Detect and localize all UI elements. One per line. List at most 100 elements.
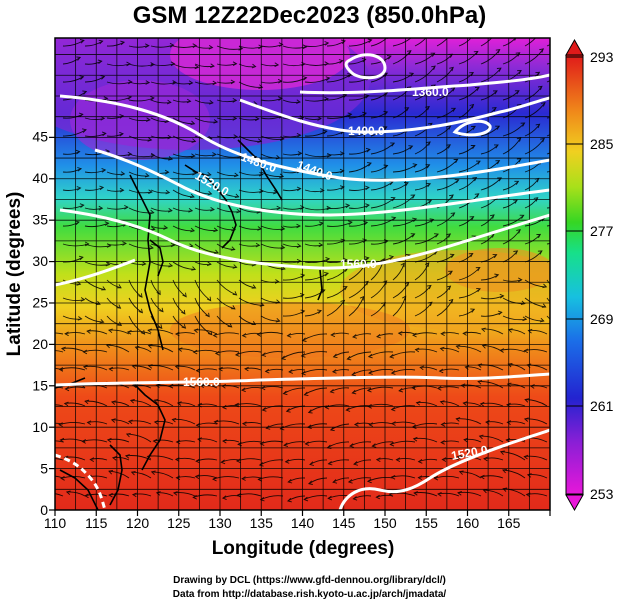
streamline-arrow (412, 217, 418, 223)
streamline (55, 367, 64, 371)
streamline (370, 55, 392, 65)
streamline-arrow (327, 460, 333, 466)
streamline-arrow (352, 496, 358, 501)
streamline-arrow (481, 344, 487, 349)
streamline-arrow (117, 321, 123, 326)
streamline (304, 258, 330, 264)
streamline-arrow (412, 332, 417, 338)
y-tick-label: 15 (32, 378, 48, 394)
streamline (195, 458, 218, 462)
streamline-arrow (278, 42, 284, 47)
streamline-arrow (469, 71, 474, 77)
contour-label: 1560.0 (340, 257, 377, 271)
streamline-arrow (349, 443, 354, 448)
streamline-arrow (456, 454, 462, 460)
streamline-arrow (264, 368, 270, 374)
streamline (502, 229, 521, 245)
streamline (392, 73, 414, 83)
streamline-arrow (130, 470, 136, 476)
streamline (172, 261, 196, 270)
streamline-arrow (436, 386, 442, 391)
streamline-arrow (230, 305, 236, 310)
streamline (194, 297, 210, 318)
streamline-arrow (450, 87, 456, 92)
streamline-arrow (329, 388, 335, 394)
streamline-arrow (499, 450, 505, 456)
streamline (546, 315, 550, 320)
streamline-arrow (463, 437, 469, 443)
streamline-arrow (209, 100, 214, 105)
colorbar: 293 285 277 269 261 253 (565, 38, 614, 512)
streamline-arrow (491, 107, 497, 112)
streamline (106, 344, 130, 353)
streamline-arrow (296, 132, 302, 138)
y-tick-label: 0 (40, 502, 48, 518)
colorbar-label: 285 (590, 136, 614, 152)
streamline-arrow (119, 113, 125, 119)
streamline (524, 102, 546, 119)
streamline (127, 330, 152, 335)
streamline (524, 217, 545, 227)
streamline-arrow (148, 189, 153, 195)
streamline (389, 351, 416, 358)
streamline-arrow (192, 170, 197, 176)
streamline-arrow (304, 441, 310, 446)
streamline (524, 138, 545, 155)
streamline (370, 217, 396, 227)
streamline-arrow (169, 42, 175, 48)
streamline (461, 384, 482, 389)
streamline (62, 256, 84, 263)
streamline-arrow (499, 348, 505, 353)
x-tick-label: 140 (291, 515, 315, 531)
streamline (84, 261, 110, 266)
streamline-arrow (172, 491, 178, 496)
streamline (286, 405, 306, 412)
streamline (128, 189, 152, 194)
streamline (480, 49, 501, 65)
streamline (370, 280, 388, 299)
streamline-arrow (454, 179, 460, 184)
streamline (391, 475, 416, 479)
streamline-arrow (171, 417, 177, 423)
streamline (237, 440, 262, 445)
streamline-arrow (60, 476, 65, 481)
streamline-arrow (181, 309, 186, 315)
streamline-arrow (82, 349, 88, 355)
streamline-arrow (147, 328, 152, 334)
streamline-arrow (412, 34, 416, 37)
streamline (414, 141, 431, 155)
streamline-arrow (221, 404, 227, 410)
streamline-arrow (523, 348, 529, 354)
streamline-arrow (260, 385, 266, 391)
streamline-arrow (165, 189, 171, 195)
streamline (458, 160, 481, 173)
streamline (480, 67, 502, 83)
streamline (304, 98, 329, 102)
streamline (283, 441, 306, 446)
streamline-arrow (84, 399, 90, 405)
streamline-arrow (460, 383, 466, 388)
streamline-arrow (340, 238, 346, 244)
streamline (106, 63, 131, 67)
streamline-arrow (192, 349, 198, 355)
streamline-arrow (330, 332, 336, 338)
streamline-arrow (347, 479, 353, 484)
streamline-arrow (176, 401, 182, 406)
streamline-arrow (479, 474, 485, 480)
streamline-arrow (150, 95, 155, 101)
streamline (172, 81, 193, 85)
streamline (216, 153, 242, 158)
streamline-arrow (258, 171, 264, 177)
streamline (216, 279, 237, 296)
streamline (55, 404, 64, 407)
streamline (281, 351, 306, 360)
streamline-arrow (145, 80, 151, 85)
streamline-arrow (258, 462, 264, 467)
streamline-arrow (150, 152, 156, 158)
streamline-arrow (149, 209, 155, 215)
streamline-arrow (241, 421, 247, 426)
streamline-arrow (322, 129, 328, 135)
streamline-arrow (397, 331, 403, 336)
streamline-arrow (426, 284, 432, 290)
streamline-arrow (101, 131, 107, 137)
